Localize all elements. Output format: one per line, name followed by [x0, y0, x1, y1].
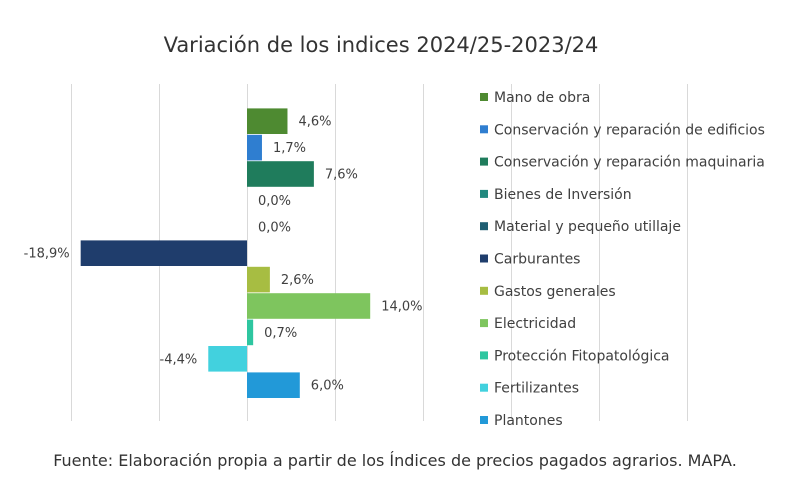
legend-label-electricidad: Electricidad: [494, 316, 576, 332]
legend-label-mano-de-obra: Mano de obra: [494, 90, 590, 106]
legend-item-gastos-generales: Gastos generales: [480, 284, 616, 300]
bar-mano-de-obra: [247, 108, 288, 134]
data-label-mano-de-obra: 4,6%: [298, 115, 331, 130]
legend-label-conservacion-y-reparacion-maquinaria: Conservación y reparación maquinaria: [494, 155, 765, 171]
legend-label-bienes-de-inversion: Bienes de Inversión: [494, 187, 632, 203]
data-label-carburantes: -18,9%: [24, 247, 70, 262]
bar-fertilizantes: [208, 346, 247, 372]
source-note: Fuente: Elaboración propia a partir de l…: [53, 451, 737, 470]
legend-item-proteccion-fitopatologica: Protección Fitopatológica: [480, 348, 670, 364]
bar-electricidad: [247, 293, 371, 319]
legend: Mano de obra Conservación y reparación de…: [480, 90, 765, 429]
data-label-gastos-generales: 2,6%: [281, 273, 314, 288]
legend-swatch-material-y-pequeno-utillaje: [480, 222, 488, 231]
legend-label-conservacion-y-reparacion-de-edificios: Conservación y reparación de edificios: [494, 122, 765, 138]
legend-swatch-fertilizantes: [480, 383, 488, 392]
legend-swatch-electricidad: [480, 319, 488, 328]
data-label-electricidad: 14,0%: [381, 300, 422, 315]
legend-item-mano-de-obra: Mano de obra: [480, 90, 590, 106]
data-label-conservacion-y-reparacion-de-edificios: 1,7%: [273, 141, 306, 156]
data-label-conservacion-y-reparacion-maquinaria: 7,6%: [325, 168, 358, 183]
legend-label-proteccion-fitopatologica: Protección Fitopatológica: [494, 348, 670, 364]
chart-title: Variación de los indices 2024/25-2023/24: [164, 33, 599, 57]
bar-conservacion-y-reparacion-de-edificios: [247, 134, 262, 161]
data-label-material-y-pequeno-utillaje: 0,0%: [258, 220, 291, 235]
legend-swatch-plantones: [480, 416, 488, 424]
bar-plantones: [247, 372, 300, 398]
legend-item-material-y-pequeno-utillaje: Material y pequeño utillaje: [480, 219, 681, 235]
legend-swatch-mano-de-obra: [480, 93, 488, 101]
data-label-plantones: 6,0%: [311, 379, 344, 394]
legend-swatch-carburantes: [480, 254, 488, 263]
legend-swatch-proteccion-fitopatologica: [480, 351, 488, 360]
legend-item-plantones: Plantones: [480, 413, 563, 429]
bar-conservacion-y-reparacion-maquinaria: [247, 161, 314, 187]
legend-item-conservacion-y-reparacion-de-edificios: Conservación y reparación de edificios: [480, 122, 765, 138]
legend-swatch-gastos-generales: [480, 286, 488, 295]
legend-label-fertilizantes: Fertilizantes: [494, 381, 579, 397]
legend-swatch-bienes-de-inversion: [480, 189, 488, 198]
legend-item-electricidad: Electricidad: [480, 316, 576, 332]
legend-label-plantones: Plantones: [494, 413, 563, 429]
legend-label-carburantes: Carburantes: [494, 252, 580, 268]
legend-swatch-conservacion-y-reparacion-maquinaria: [480, 157, 488, 166]
data-label-fertilizantes: -4,4%: [160, 352, 198, 367]
bars: [80, 108, 371, 398]
data-labels: 4,6% 1,7% 7,6% 0,0% 0,0% -18,9% 2,6% 14,0% 0,7% -…: [24, 115, 423, 394]
legend-item-conservacion-y-reparacion-maquinaria: Conservación y reparación maquinaria: [480, 155, 765, 171]
legend-label-material-y-pequeno-utillaje: Material y pequeño utillaje: [494, 219, 681, 235]
bar-gastos-generales: [247, 266, 270, 293]
bar-proteccion-fitopatologica: [247, 319, 254, 346]
data-label-bienes-de-inversion: 0,0%: [258, 194, 291, 209]
legend-item-bienes-de-inversion: Bienes de Inversión: [480, 187, 632, 203]
legend-item-carburantes: Carburantes: [480, 252, 580, 268]
legend-label-gastos-generales: Gastos generales: [494, 284, 616, 300]
bar-carburantes: [80, 240, 248, 266]
data-label-proteccion-fitopatologica: 0,7%: [264, 326, 297, 341]
legend-item-fertilizantes: Fertilizantes: [480, 381, 579, 397]
legend-swatch-conservacion-y-reparacion-de-edificios: [480, 125, 488, 134]
